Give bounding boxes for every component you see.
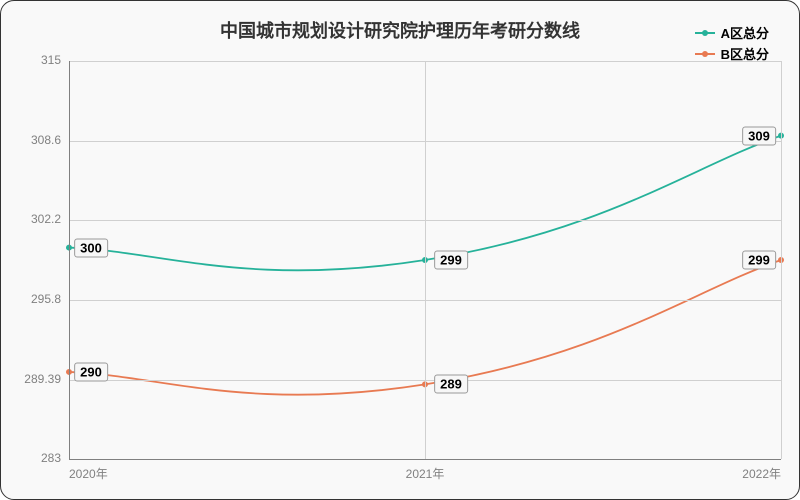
data-label: 290 [74, 362, 108, 381]
y-tick-label: 295.8 [31, 292, 61, 306]
data-label: 299 [434, 251, 468, 270]
x-axis [69, 459, 781, 460]
data-label: 289 [434, 375, 468, 394]
data-label: 299 [742, 251, 776, 270]
y-tick-label: 289.39 [24, 372, 61, 386]
chart-container: 中国城市规划设计研究院护理历年考研分数线 A区总分 B区总分 283289.39… [0, 0, 800, 500]
x-tick-label: 2022年 [742, 465, 781, 482]
legend-item-a: A区总分 [695, 23, 769, 42]
y-tick-label: 315 [41, 53, 61, 67]
plot-area: 283289.39295.8302.2308.63152020年2021年202… [69, 61, 781, 459]
y-tick-label: 283 [41, 451, 61, 465]
grid-line-v [781, 61, 782, 459]
legend-label-a: A区总分 [721, 23, 769, 42]
legend-swatch-a [695, 32, 715, 34]
y-tick-label: 302.2 [31, 212, 61, 226]
y-axis [69, 61, 70, 459]
legend-swatch-b [695, 53, 715, 55]
chart-title: 中国城市规划设计研究院护理历年考研分数线 [19, 17, 781, 43]
y-tick-label: 308.6 [31, 133, 61, 147]
x-tick-label: 2020年 [69, 465, 108, 482]
grid-line-v [425, 61, 426, 459]
data-label: 300 [74, 238, 108, 257]
legend: A区总分 B区总分 [695, 23, 769, 65]
x-tick-label: 2021年 [406, 465, 445, 482]
data-label: 309 [742, 126, 776, 145]
